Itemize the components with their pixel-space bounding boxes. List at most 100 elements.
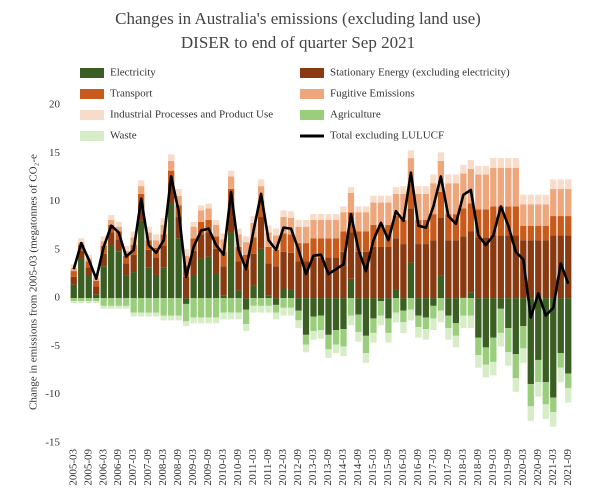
bar-segment [482, 347, 489, 365]
x-tick-label: 2011-09 [262, 449, 274, 486]
bar-segment [475, 355, 482, 368]
bar-segment [415, 244, 422, 299]
bar-segment [115, 305, 122, 309]
bar-segment [445, 214, 452, 241]
bar-segment [287, 217, 295, 235]
bar-segment [550, 179, 557, 190]
bar-segment [115, 298, 122, 306]
bar-segment [527, 406, 534, 421]
bar-segment [497, 332, 504, 347]
bar-segment [332, 298, 340, 331]
y-tick-label: -15 [45, 437, 60, 449]
bar-segment [467, 203, 474, 232]
bar-segment [407, 150, 415, 159]
bar-segment [325, 238, 332, 258]
bar-segment [377, 301, 385, 316]
bar-segment [445, 240, 452, 299]
bar-segment [242, 309, 250, 325]
bar-segment [310, 298, 317, 317]
x-tick-label: 2015-03 [367, 449, 379, 486]
x-tick-label: 2005-09 [82, 449, 94, 486]
bar-segment [565, 235, 572, 299]
bar-segment [377, 298, 385, 302]
bar-segment [70, 284, 77, 299]
bar-segment [78, 301, 85, 303]
bar-segment [437, 217, 445, 276]
bar-segment [445, 328, 452, 340]
bar-segment [370, 318, 377, 333]
bar-segment [392, 193, 400, 217]
bar-segment [415, 193, 422, 220]
bar-segment [557, 353, 564, 368]
bar-segment [205, 203, 212, 209]
bar-segment [317, 315, 325, 331]
bar-segment [400, 310, 407, 323]
bar-segment [452, 323, 460, 336]
bar-segment [280, 288, 287, 299]
bar-segment [347, 192, 355, 213]
bar-segment [392, 289, 400, 299]
bar-segment [70, 276, 77, 285]
bar-segment [93, 280, 100, 287]
bar-segment [310, 214, 317, 220]
bar-segment [482, 174, 489, 210]
bar-segment [422, 244, 430, 299]
bar-segment [153, 257, 160, 275]
bar-segment [377, 202, 385, 225]
bar-segment [512, 167, 519, 207]
bar-segment [197, 210, 205, 222]
bar-segment [385, 246, 392, 299]
bar-segment [153, 274, 160, 299]
bar-segment [340, 206, 347, 213]
bar-segment [467, 315, 474, 329]
bar-segment [160, 315, 167, 321]
x-tick-label: 2011-03 [247, 449, 259, 486]
bar-segment [100, 266, 107, 299]
x-tick-label: 2010-03 [217, 449, 229, 486]
bar-segment [317, 214, 325, 220]
legend-label: Stationary Energy (excluding electricity… [330, 67, 510, 79]
bar-segment [265, 246, 272, 264]
bar-segment [115, 251, 122, 299]
bar-segment [347, 298, 355, 316]
bar-segment [340, 212, 347, 232]
bar-segment [175, 315, 182, 321]
bar-segment [85, 267, 92, 275]
x-tick-label: 2010-09 [232, 449, 244, 486]
bar-segment [317, 330, 325, 339]
bar-segment [235, 246, 242, 262]
bar-segment [250, 216, 257, 223]
bar-segment [257, 217, 265, 249]
bar-segment [490, 298, 497, 338]
bar-segment [190, 317, 197, 324]
bar-segment [235, 298, 242, 313]
y-tick-label: 20 [49, 99, 61, 111]
bar-segment [437, 310, 445, 323]
bar-segment [205, 298, 212, 318]
bar-segment [175, 238, 182, 299]
bar-segment [280, 233, 287, 252]
bar-segment [205, 219, 212, 233]
bar-segment [295, 219, 302, 227]
bar-segment [490, 206, 497, 236]
bar-segment [452, 183, 460, 215]
bar-segment [550, 298, 557, 398]
x-tick-label: 2009-09 [202, 449, 214, 486]
bar-segment [227, 170, 235, 177]
bar-segment [123, 245, 130, 251]
bar-segment [445, 174, 452, 184]
x-tick-label: 2017-03 [427, 449, 439, 486]
bar-segment [482, 165, 489, 175]
bar-segment [280, 217, 287, 234]
bar-segment [175, 298, 182, 316]
bar-segment [325, 214, 332, 220]
bar-segment [205, 208, 212, 220]
x-tick-label: 2012-09 [292, 449, 304, 486]
bar-segment [542, 382, 549, 405]
bar-segment [347, 232, 355, 279]
bar-segment [467, 160, 474, 169]
bar-segment [332, 344, 340, 354]
bar-segment [242, 324, 250, 331]
bar-segment [407, 309, 415, 321]
bar-segment [400, 193, 407, 220]
